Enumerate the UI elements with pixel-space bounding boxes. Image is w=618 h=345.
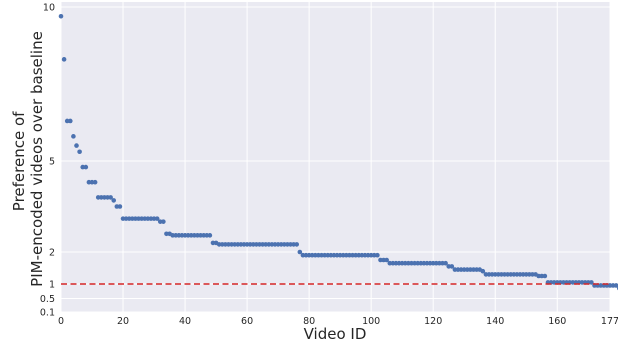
data-point	[161, 219, 166, 224]
data-point	[613, 283, 618, 288]
x-tick-label: 20	[117, 316, 129, 327]
x-tick-label: 177	[601, 316, 618, 327]
data-point	[74, 143, 79, 148]
y-axis-label-line-2: PIM-encoded videos over baseline	[28, 31, 46, 287]
data-point	[384, 257, 389, 263]
x-tick-label: 60	[241, 316, 253, 327]
data-point	[111, 198, 117, 203]
data-point	[294, 242, 300, 247]
data-point	[297, 249, 303, 255]
data-point	[375, 252, 380, 258]
data-points	[58, 13, 618, 291]
data-point	[58, 13, 64, 19]
data-point	[207, 233, 213, 238]
data-point	[77, 149, 82, 155]
data-point	[108, 195, 113, 200]
x-tick-labels: 0 20 40 60 80 100 120 140 160 177	[58, 316, 618, 327]
x-tick-label: 140	[486, 316, 504, 327]
x-tick-label: 40	[179, 316, 191, 327]
data-point	[449, 264, 455, 269]
y-axis-label: Preference of PIM-encoded videos over ba…	[10, 31, 46, 287]
data-point	[480, 268, 486, 274]
x-tick-label: 80	[303, 316, 315, 327]
data-point	[68, 118, 73, 124]
data-point	[71, 134, 76, 139]
x-tick-label: 160	[548, 316, 566, 327]
data-point	[61, 57, 67, 62]
y-tick-label: 10	[43, 3, 55, 14]
data-point	[154, 216, 160, 221]
plot-background	[61, 2, 610, 312]
x-axis-label: Video ID	[304, 325, 367, 343]
y-tick-label: 2	[49, 248, 55, 259]
y-tick-label: 0.1	[40, 308, 55, 319]
x-tick-label: 0	[58, 316, 64, 327]
data-point	[443, 260, 448, 266]
y-tick-label: 5	[49, 157, 55, 168]
x-tick-label: 120	[424, 316, 442, 327]
x-tick-label: 100	[362, 316, 380, 327]
data-point	[589, 280, 594, 285]
data-point	[542, 273, 548, 279]
data-point	[92, 179, 98, 185]
y-tick-label: 0.5	[40, 294, 55, 305]
y-axis-label-line-1: Preference of	[10, 111, 28, 211]
data-point	[117, 204, 123, 209]
y-tick-labels: 0.1 0.5 1 2 5 10	[40, 3, 55, 319]
y-tick-label: 1	[49, 280, 55, 291]
data-point	[83, 164, 89, 170]
